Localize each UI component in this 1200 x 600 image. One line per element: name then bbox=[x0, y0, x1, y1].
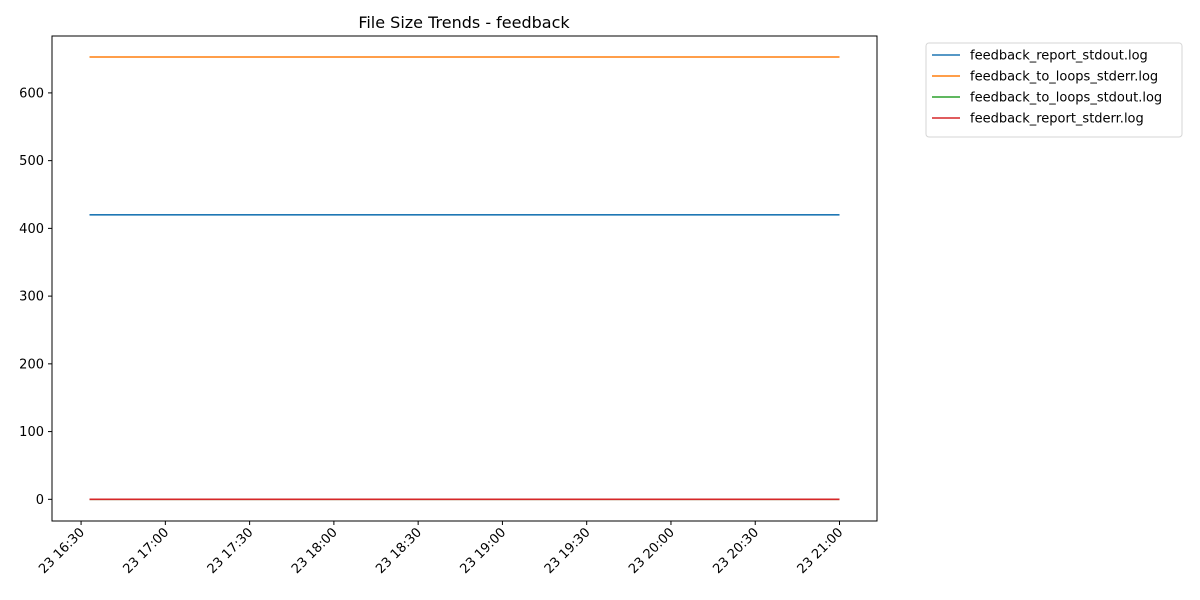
legend-label: feedback_to_loops_stderr.log bbox=[970, 70, 1158, 85]
y-tick-label: 0 bbox=[36, 493, 44, 508]
x-tick-label: 23 18:00 bbox=[289, 525, 341, 577]
x-tick-label: 23 20:30 bbox=[710, 525, 762, 577]
chart-title: File Size Trends - feedback bbox=[358, 13, 570, 32]
x-tick-label: 23 19:00 bbox=[458, 525, 510, 577]
axes-frame bbox=[51, 35, 878, 522]
y-tick-label: 600 bbox=[19, 86, 44, 101]
x-tick-label: 23 17:00 bbox=[120, 525, 172, 577]
x-tick-label: 23 20:00 bbox=[626, 525, 678, 577]
legend-label: feedback_report_stderr.log bbox=[970, 112, 1144, 127]
y-tick-label: 500 bbox=[19, 154, 44, 169]
legend-label: feedback_to_loops_stdout.log bbox=[970, 91, 1162, 106]
y-tick-label: 100 bbox=[19, 425, 44, 440]
y-tick-label: 400 bbox=[19, 222, 44, 237]
x-tick-label: 23 18:30 bbox=[373, 525, 425, 577]
x-tick-label: 23 17:30 bbox=[205, 525, 257, 577]
y-tick-label: 200 bbox=[19, 357, 44, 372]
x-axis: 23 16:30 23 17:00 23 17:30 23 18:00 23 18:30… bbox=[36, 521, 846, 577]
x-tick-label: 23 21:00 bbox=[795, 525, 847, 577]
series-lines bbox=[89, 56, 840, 501]
x-tick-label: 23 19:30 bbox=[542, 525, 594, 577]
y-axis: 0 100 200 300 400 500 600 bbox=[19, 86, 52, 508]
y-tick-label: 300 bbox=[19, 290, 44, 305]
plot-area bbox=[51, 35, 878, 522]
legend: feedback_report_stdout.log feedback_to_lo… bbox=[925, 42, 1183, 138]
x-tick-label: 23 16:30 bbox=[36, 525, 88, 577]
legend-box bbox=[925, 42, 1183, 138]
legend-label: feedback_report_stdout.log bbox=[970, 49, 1148, 64]
